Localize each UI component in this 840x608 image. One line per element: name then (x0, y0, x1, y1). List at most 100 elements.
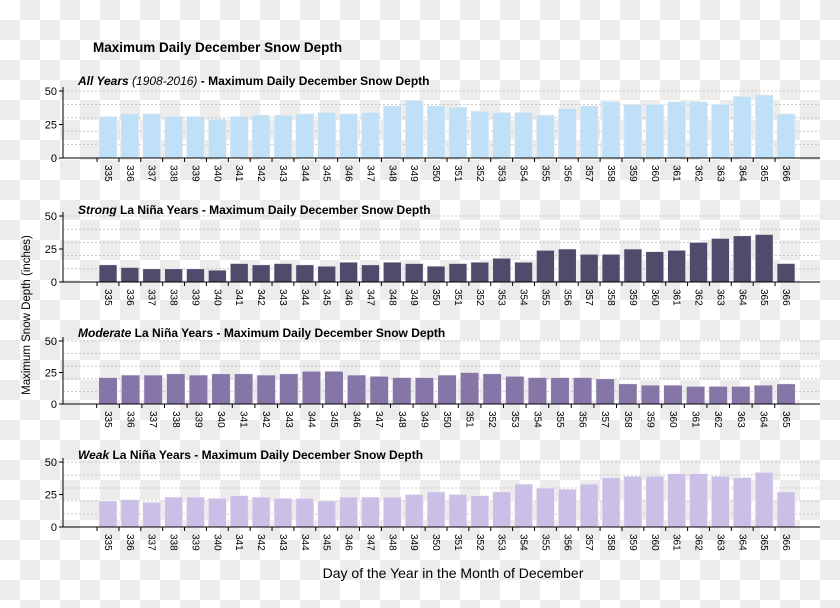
x-tick-label: 353 (496, 289, 507, 306)
bar (623, 104, 643, 159)
x-tick-label: 344 (299, 165, 310, 182)
x-tick-label: 349 (408, 534, 419, 551)
panel-2: Moderate La Niña Years - Maximum Daily D… (45, 326, 820, 428)
y-tick-label: 25 (45, 120, 57, 132)
bar (295, 113, 315, 159)
x-tick-label: 363 (714, 165, 725, 182)
bar (211, 373, 231, 405)
x-tick-label: 364 (736, 289, 747, 306)
panel-title-em: Weak (78, 448, 110, 462)
bar (251, 264, 271, 283)
x-tick-label: 345 (321, 165, 332, 182)
x-tick-label: 359 (644, 411, 655, 428)
x-tick-label: 348 (386, 289, 397, 306)
x-tick-label: 335 (102, 534, 113, 551)
bar (208, 118, 227, 159)
x-tick-label: 343 (277, 289, 288, 306)
bar (776, 491, 796, 528)
bar (579, 105, 599, 159)
panel-title: Weak La Niña Years - Maximum Daily Decem… (78, 448, 423, 462)
x-tick-label: 350 (430, 534, 441, 551)
chart-title: Maximum Daily December Snow Depth (93, 40, 342, 55)
y-tick-label: 25 (45, 244, 57, 256)
bar (514, 261, 533, 283)
bar (120, 267, 140, 283)
bar (536, 250, 555, 283)
x-tick-label: 358 (605, 289, 616, 306)
x-tick-label: 347 (364, 534, 375, 551)
bar (361, 112, 380, 159)
bar (689, 473, 708, 528)
x-tick-label: 358 (605, 534, 616, 551)
bar (623, 248, 643, 283)
bar (573, 377, 593, 405)
x-tick-label: 355 (539, 165, 550, 182)
bar (448, 106, 468, 159)
bar (251, 114, 271, 159)
bar (301, 370, 321, 405)
x-tick-label: 357 (583, 165, 594, 182)
bar (383, 496, 402, 528)
x-tick-label: 350 (441, 411, 452, 428)
x-tick-label: 360 (667, 411, 678, 428)
x-tick-label: 361 (671, 165, 682, 182)
bar (579, 253, 599, 283)
x-tick-label: 339 (192, 411, 203, 428)
bar (120, 113, 140, 159)
x-tick-label: 364 (757, 411, 768, 428)
x-tick-label: 344 (299, 289, 310, 306)
x-tick-label: 342 (260, 411, 271, 428)
x-tick-label: 352 (474, 165, 485, 182)
bar (426, 265, 446, 283)
x-tick-label: 336 (124, 534, 135, 551)
bar (595, 378, 615, 405)
bar (470, 110, 490, 159)
bar (208, 498, 227, 528)
x-tick-label: 359 (627, 165, 638, 182)
x-tick-label: 340 (211, 165, 222, 182)
bar (754, 234, 774, 283)
panel-title-rest: La Niña Years - Maximum Daily December S… (117, 203, 431, 217)
bar (414, 377, 434, 405)
x-tick-label: 364 (736, 534, 747, 551)
x-tick-label: 354 (518, 289, 529, 306)
x-tick-label: 351 (452, 165, 463, 182)
x-tick-label: 359 (627, 289, 638, 306)
x-tick-label: 343 (283, 411, 294, 428)
x-tick-label: 362 (693, 534, 704, 551)
x-tick-label: 365 (780, 411, 791, 428)
y-tick-label: 0 (51, 522, 57, 534)
x-tick-label: 355 (554, 411, 565, 428)
bar (686, 386, 706, 405)
bar (645, 251, 665, 283)
y-tick-label: 0 (51, 153, 57, 165)
x-tick-label: 352 (486, 411, 497, 428)
bar (186, 496, 205, 528)
bar (558, 108, 577, 159)
bar (121, 374, 141, 405)
panel-title-rest: La Niña Years - Maximum Daily December S… (109, 448, 423, 462)
bar (732, 235, 752, 283)
bar (492, 112, 511, 159)
bar (505, 375, 525, 405)
bar (383, 261, 402, 283)
bar (404, 263, 424, 283)
bar (98, 377, 118, 405)
x-tick-label: 348 (396, 411, 407, 428)
bar (188, 374, 208, 405)
bar (404, 100, 424, 159)
panel-title-em: Moderate (78, 326, 132, 340)
bar (645, 475, 665, 528)
bar (579, 483, 599, 528)
x-tick-label: 336 (125, 411, 136, 428)
bar (404, 494, 424, 528)
bar (667, 473, 686, 528)
bar (120, 499, 140, 528)
x-tick-label: 354 (518, 534, 529, 551)
bar (731, 386, 751, 405)
bar (256, 374, 276, 405)
bar (164, 496, 183, 528)
panel-title-em: Strong (78, 203, 117, 217)
bar (324, 370, 344, 405)
